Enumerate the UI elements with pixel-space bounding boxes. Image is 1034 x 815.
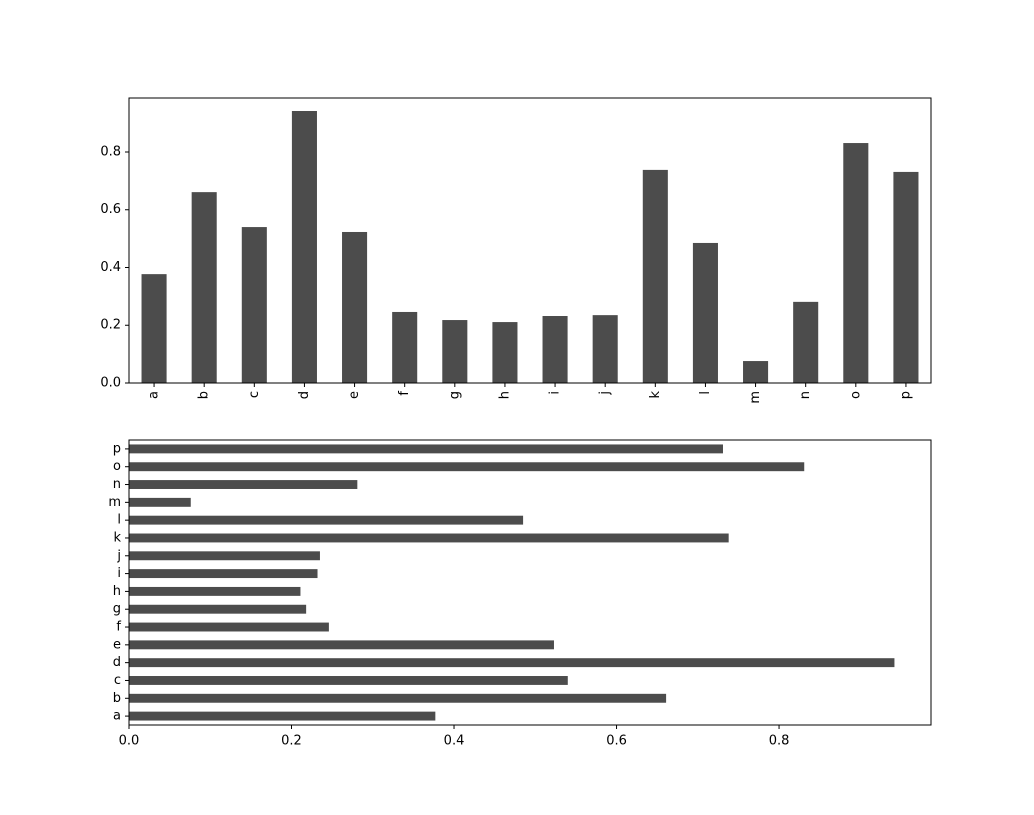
y-tick-label: f <box>116 620 121 635</box>
bar <box>129 622 329 632</box>
x-tick-label: 0.0 <box>119 734 140 749</box>
bar <box>129 640 554 650</box>
y-tick-label: p <box>113 441 121 456</box>
bar <box>129 676 568 685</box>
x-tick-label: a <box>147 391 162 399</box>
x-tick-label: l <box>698 391 713 395</box>
bar <box>492 322 518 383</box>
bar <box>129 551 320 561</box>
x-tick-label: n <box>798 391 813 399</box>
x-tick-label: h <box>497 391 512 399</box>
x-tick-label: 0.8 <box>769 734 790 749</box>
bar <box>342 231 368 383</box>
x-tick-label: e <box>347 391 362 399</box>
y-tick-label: l <box>117 513 121 528</box>
x-tick-label: p <box>898 391 913 399</box>
x-tick-label: d <box>297 391 312 399</box>
plot-frame <box>128 439 932 726</box>
x-tick-label: i <box>548 391 563 395</box>
bar <box>129 462 805 472</box>
x-tick-label: 0.2 <box>281 734 302 749</box>
y-tick-label: j <box>116 548 121 563</box>
y-tick-label: o <box>113 459 121 474</box>
y-tick-label: i <box>117 566 121 581</box>
y-tick-label: h <box>113 584 121 599</box>
bar <box>129 480 358 489</box>
bar <box>129 711 436 721</box>
x-tick-label: 0.6 <box>606 734 627 749</box>
bar <box>191 192 217 383</box>
y-tick-label: e <box>113 637 121 652</box>
y-tick-label: 0.0 <box>100 376 121 391</box>
bar <box>291 110 317 383</box>
bar <box>129 586 301 596</box>
y-tick-label: k <box>113 530 121 545</box>
y-tick-label: c <box>114 673 121 688</box>
bar <box>843 143 869 383</box>
x-tick-label: k <box>648 391 663 399</box>
bar <box>692 242 718 383</box>
y-tick-label: 0.6 <box>100 202 121 217</box>
bar <box>129 693 667 703</box>
bar <box>129 515 524 525</box>
x-tick-label: o <box>848 391 863 399</box>
bar <box>129 658 895 668</box>
bar <box>893 171 919 383</box>
bar <box>129 569 318 579</box>
y-tick-label: b <box>113 691 121 706</box>
bar <box>129 604 307 614</box>
x-tick-label: 0.4 <box>444 734 465 749</box>
bar <box>542 316 568 383</box>
x-tick-label: c <box>247 391 262 398</box>
x-tick-label: m <box>748 391 763 404</box>
bar <box>442 320 468 383</box>
y-tick-label: g <box>113 602 121 617</box>
bar <box>793 301 819 383</box>
x-tick-label: j <box>598 391 613 396</box>
bar <box>129 444 723 454</box>
bar <box>642 169 668 383</box>
bar <box>392 311 418 383</box>
y-tick-label: d <box>113 655 121 670</box>
bar <box>592 315 618 383</box>
bar <box>129 497 191 507</box>
x-tick-label: g <box>447 391 462 399</box>
y-tick-label: 0.2 <box>100 318 121 333</box>
y-tick-label: 0.4 <box>100 260 121 275</box>
bar <box>241 227 267 383</box>
y-tick-label: 0.8 <box>100 144 121 159</box>
bar <box>743 361 769 383</box>
bar <box>129 533 729 543</box>
y-tick-label: m <box>108 495 121 510</box>
y-tick-label: n <box>113 477 121 492</box>
plot-frame <box>128 97 932 384</box>
y-tick-label: a <box>113 709 121 724</box>
x-tick-label: f <box>397 391 412 396</box>
x-tick-label: b <box>197 391 212 399</box>
bar <box>141 274 167 383</box>
